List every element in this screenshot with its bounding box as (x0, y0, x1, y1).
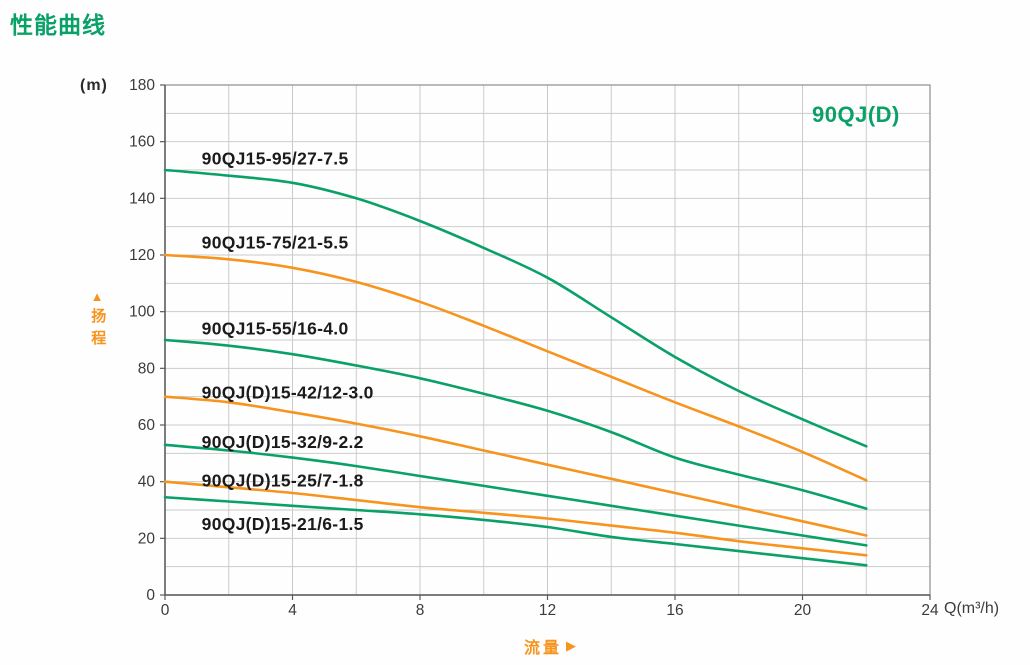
y-tick-label: 180 (129, 77, 155, 94)
x-tick-label: 24 (921, 602, 939, 619)
curve-label-3: 90QJ(D)15-42/12-3.0 (202, 382, 374, 402)
right-arrow-icon: ▶ (566, 638, 577, 653)
y-tick-label: 100 (129, 304, 155, 321)
x-tick-label: 4 (288, 602, 297, 619)
pump-curve-6 (163, 495, 868, 567)
flow-axis-label: 流量 ▶ (524, 634, 576, 658)
pump-curve-1 (163, 253, 868, 482)
curve-label-5: 90QJ(D)15-25/7-1.8 (202, 470, 364, 490)
pump-curve-4 (163, 443, 868, 547)
series-family-label: 90QJ(D) (812, 102, 900, 127)
head-axis-label: ▲ 扬程 (84, 289, 110, 357)
x-tick-label: 8 (416, 602, 425, 619)
y-axis-unit: (m) (80, 77, 108, 94)
pump-curve-5 (163, 480, 868, 557)
y-tick-label: 120 (129, 247, 155, 264)
pump-curve-2 (163, 338, 868, 510)
y-tick-label: 60 (138, 417, 156, 434)
curve-label-2: 90QJ15-55/16-4.0 (202, 319, 349, 339)
y-tick-label: 80 (138, 360, 156, 377)
head-axis-name: 扬程 (89, 308, 107, 353)
curve-label-4: 90QJ(D)15-32/9-2.2 (202, 432, 364, 452)
x-tick-label: 16 (666, 602, 683, 619)
y-tick-label: 160 (129, 134, 155, 151)
x-tick-label: 12 (539, 602, 556, 619)
y-tick-label: 40 (138, 474, 156, 491)
y-tick-label: 140 (129, 190, 155, 207)
x-tick-label: 20 (794, 602, 812, 619)
pump-curve-0 (163, 168, 868, 448)
flow-axis-name: 流量 (524, 640, 563, 657)
curve-label-6: 90QJ(D)15-21/6-1.5 (202, 514, 364, 534)
pump-curve-3 (163, 395, 868, 537)
x-axis-unit: Q(m³/h) (944, 600, 1000, 617)
y-tick-label: 20 (138, 530, 156, 547)
y-tick-label: 0 (146, 587, 155, 604)
curve-label-1: 90QJ15-75/21-5.5 (202, 232, 349, 252)
page-title: 性能曲线 (10, 12, 106, 38)
up-arrow-icon: ▲ (90, 289, 104, 304)
x-tick-label: 0 (161, 602, 170, 619)
curve-label-0: 90QJ15-95/27-7.5 (202, 149, 349, 169)
